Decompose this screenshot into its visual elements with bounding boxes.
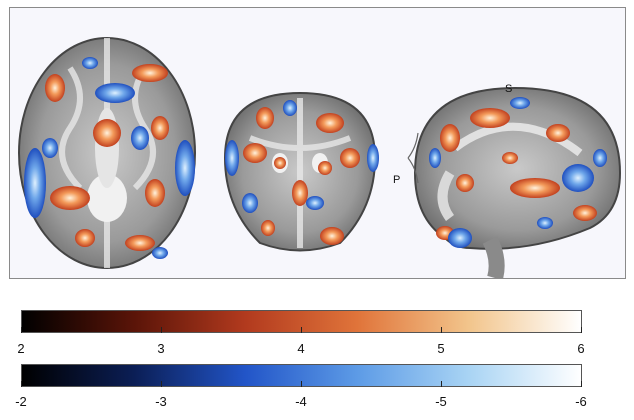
positive-tick-label: 6 [577,341,585,356]
positive-tick-label: 4 [297,341,305,356]
axial-slice [18,37,196,269]
coronal-slice [223,91,379,252]
positive-tick-mark [581,327,582,333]
negative-tick-mark [581,381,582,387]
negative-tick-label: -2 [15,394,27,409]
positive-tick-mark [441,327,442,333]
sagittal-slice [407,86,622,278]
brain-slice-viewer: S P [9,7,626,279]
positive-tick-mark [301,327,302,333]
positive-tick-label: 3 [157,341,165,356]
negative-tick-label: -6 [575,394,587,409]
negative-tick-label: -5 [435,394,447,409]
superior-label: S [505,83,513,95]
positive-tick-label: 5 [437,341,445,356]
negative-tick-label: -3 [155,394,167,409]
negative-tick-mark [301,381,302,387]
negative-tick-mark [441,381,442,387]
negative-tick-mark [161,381,162,387]
brain-slices-image [18,37,622,278]
positive-tick-label: 2 [17,341,25,356]
positive-tick-mark [161,327,162,333]
negative-tick-mark [21,381,22,387]
negative-tick-label: -4 [295,394,307,409]
posterior-label: P [393,174,401,186]
positive-tick-mark [21,327,22,333]
